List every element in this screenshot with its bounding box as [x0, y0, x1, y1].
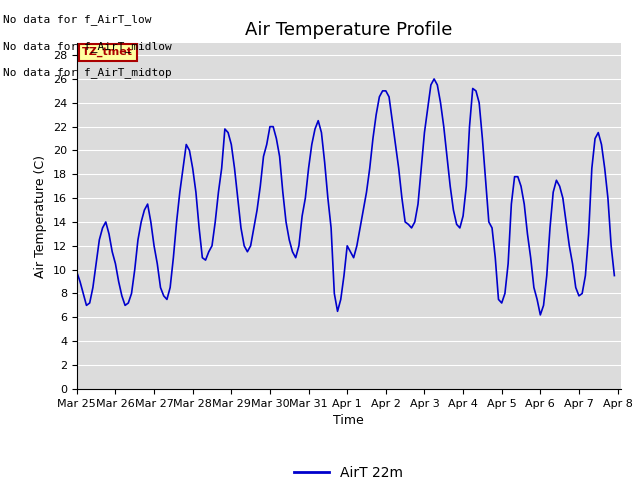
X-axis label: Time: Time [333, 414, 364, 427]
Title: Air Temperature Profile: Air Temperature Profile [245, 21, 452, 39]
Text: No data for f_AirT_midtop: No data for f_AirT_midtop [3, 67, 172, 78]
Text: TZ_tmet: TZ_tmet [83, 47, 133, 58]
Y-axis label: Air Temperature (C): Air Temperature (C) [35, 155, 47, 277]
Legend: AirT 22m: AirT 22m [289, 460, 409, 480]
Text: No data for f_AirT_midlow: No data for f_AirT_midlow [3, 41, 172, 52]
Text: No data for f_AirT_low: No data for f_AirT_low [3, 14, 152, 25]
